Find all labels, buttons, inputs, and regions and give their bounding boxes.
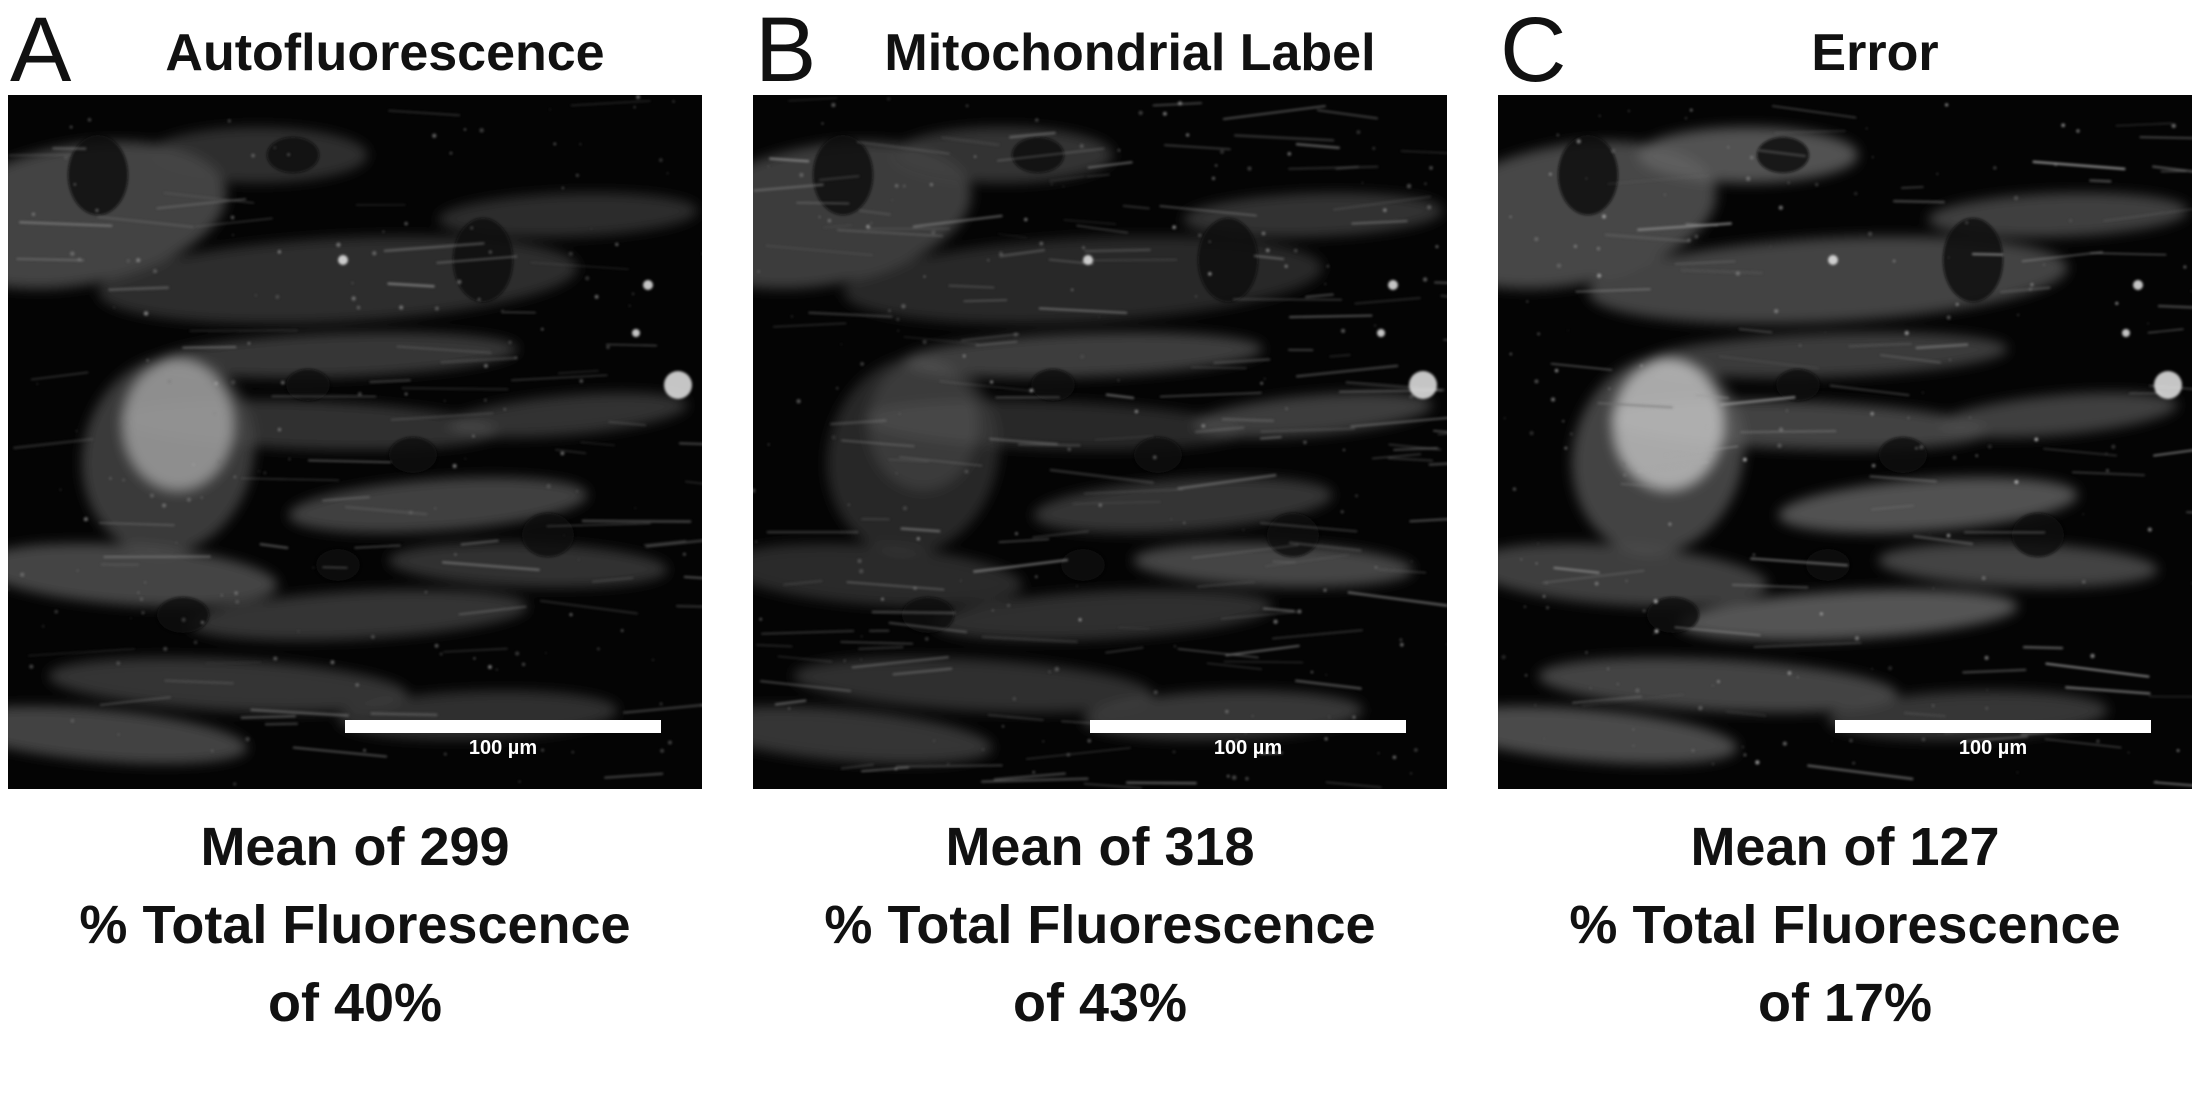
panel-letter: B bbox=[755, 0, 817, 101]
scale-bar bbox=[345, 720, 661, 733]
scale-bar-label: 100 µm bbox=[1213, 737, 1283, 759]
panel-letter: C bbox=[1500, 0, 1567, 101]
stats-total-value: of 17% bbox=[1757, 973, 1933, 1033]
panel-b: B Mitochondrial Label 100 µm Mean of 318… bbox=[745, 0, 1490, 1100]
micrograph-svg bbox=[8, 95, 702, 789]
stats-total-label: % Total Fluorescence bbox=[79, 895, 631, 955]
scale-bar-label: 100 µm bbox=[468, 737, 538, 759]
stats-total-label: % Total Fluorescence bbox=[824, 895, 1376, 955]
stats-mean: Mean of 127 bbox=[1690, 817, 2000, 877]
stats-text: Mean of 299 % Total Fluorescence of 40% bbox=[8, 808, 702, 1042]
scale-bar-label: 100 µm bbox=[1958, 737, 2028, 759]
micrograph-svg bbox=[753, 95, 1447, 789]
stats-mean: Mean of 318 bbox=[945, 817, 1255, 877]
stats-text: Mean of 318 % Total Fluorescence of 43% bbox=[753, 808, 1447, 1042]
stats-total-value: of 43% bbox=[1012, 973, 1188, 1033]
scale-bar bbox=[1090, 720, 1406, 733]
micrograph-image bbox=[1498, 95, 2192, 789]
scale-bar bbox=[1835, 720, 2151, 733]
panel-c: C Error 100 µm Mean of 127 % Total Fluor… bbox=[1490, 0, 2200, 1100]
stats-mean: Mean of 299 bbox=[200, 817, 510, 877]
panel-title: Autofluorescence bbox=[165, 24, 605, 82]
micrograph-image bbox=[753, 95, 1447, 789]
stats-total-value: of 40% bbox=[267, 973, 443, 1033]
micrograph-svg bbox=[1498, 95, 2192, 789]
stats-total-label: % Total Fluorescence bbox=[1569, 895, 2121, 955]
panel-title: Mitochondrial Label bbox=[884, 24, 1376, 82]
stats-text: Mean of 127 % Total Fluorescence of 17% bbox=[1498, 808, 2192, 1042]
panel-letter: A bbox=[10, 0, 72, 101]
panel-a: A Autofluorescence 100 µm Mean of 299 % … bbox=[0, 0, 745, 1100]
micrograph-image bbox=[8, 95, 702, 789]
panel-title: Error bbox=[1811, 24, 1939, 82]
